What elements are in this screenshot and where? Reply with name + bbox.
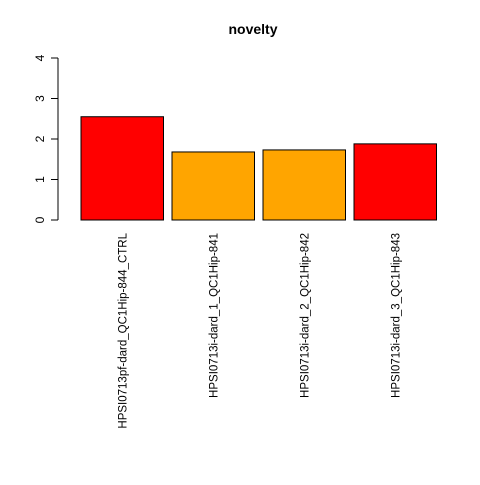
y-tick-label: 0 bbox=[33, 216, 47, 223]
x-axis-labels: HPSI0713pf-dard_QC1Hip-844_CTRL HPSI0713i… bbox=[117, 232, 402, 428]
y-tick-label: 4 bbox=[33, 54, 47, 61]
bars-group bbox=[80, 116, 437, 221]
y-tick-label: 2 bbox=[33, 135, 47, 142]
y-tick-label: 1 bbox=[33, 176, 47, 183]
bar-2 bbox=[171, 151, 255, 221]
x-tick-label: HPSI0713pf-dard_QC1Hip-844_CTRL bbox=[117, 232, 129, 428]
bar-3 bbox=[262, 149, 346, 221]
y-axis: 0 1 2 3 4 bbox=[33, 54, 59, 223]
x-tick-label: HPSI0713i-dard_3_QC1Hip-843 bbox=[390, 233, 402, 398]
chart-title: novelty bbox=[228, 21, 277, 37]
x-tick-label: HPSI0713i-dard_1_QC1Hip-841 bbox=[208, 233, 220, 398]
bar-1 bbox=[80, 116, 164, 221]
y-tick-label: 3 bbox=[33, 95, 47, 102]
x-tick-label: HPSI0713i-dard_2_QC1Hip-842 bbox=[299, 233, 311, 398]
bar-4 bbox=[353, 143, 437, 221]
